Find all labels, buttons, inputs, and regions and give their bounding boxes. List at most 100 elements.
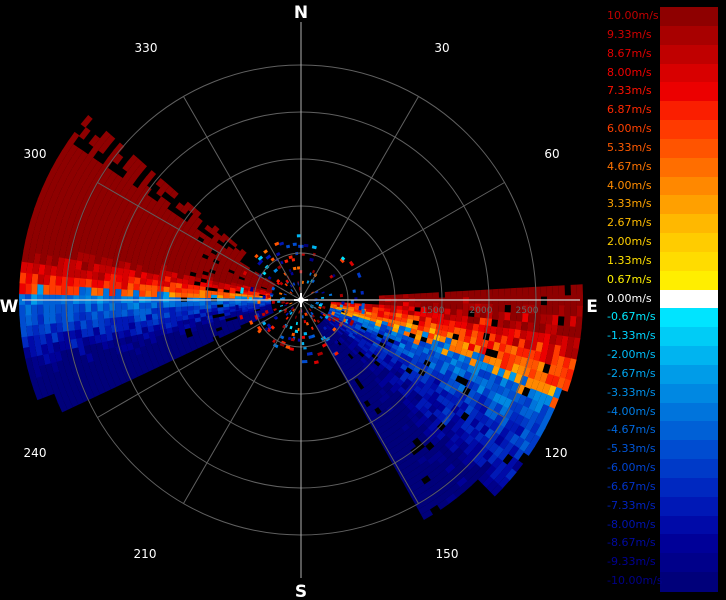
legend-label: 0.00m/s: [607, 291, 652, 305]
velocity-legend: 10.00m/s 9.33m/s 8.67m/s 8.00m/s 7.33m/s 6.87…: [606, 7, 718, 592]
legend-label: -6.00m/s: [607, 461, 656, 475]
legend-label: 4.67m/s: [607, 159, 652, 173]
bearing-spoke: [300, 299, 419, 504]
legend-label: 4.00m/s: [607, 178, 652, 192]
legend-item: 7.33m/s: [606, 82, 718, 102]
legend-swatch: [660, 383, 718, 404]
legend-swatch: [660, 553, 718, 573]
bearing-210: 210: [134, 547, 157, 561]
legend-label: 1.33m/s: [607, 253, 652, 267]
legend-swatch: [660, 364, 718, 385]
legend-label: -2.00m/s: [607, 348, 656, 362]
south-label: S: [295, 582, 307, 600]
legend-swatch: [660, 308, 718, 328]
legend-label: 3.33m/s: [607, 197, 652, 211]
legend-label: -7.33m/s: [607, 498, 656, 512]
bearing-30: 30: [434, 41, 449, 55]
legend-item: -8.67m/s: [606, 534, 718, 554]
legend-label: 0.67m/s: [607, 272, 652, 286]
legend-swatch: [660, 82, 718, 102]
legend-item: -4.00m/s: [606, 402, 718, 423]
legend-swatch: [660, 214, 718, 234]
legend-swatch: [660, 44, 718, 65]
legend-swatch: [660, 440, 718, 460]
legend-item: 2.67m/s: [606, 214, 718, 234]
bearing-spoke: [183, 96, 302, 301]
bearing-spoke: [300, 182, 505, 301]
legend-swatch: [660, 63, 718, 83]
legend-item: -1.33m/s: [606, 327, 718, 347]
bearing-330: 330: [135, 41, 158, 55]
legend-item: -0.67m/s: [606, 308, 718, 328]
bearing-240: 240: [24, 446, 47, 460]
legend-label: -2.67m/s: [607, 366, 656, 380]
velocity-echo: [19, 115, 583, 520]
legend-label: -8.00m/s: [607, 517, 656, 531]
legend-swatch: [660, 101, 718, 121]
legend-label: -0.67m/s: [607, 310, 656, 324]
legend-label: -3.33m/s: [607, 385, 656, 399]
east-label: E: [586, 297, 598, 317]
legend-swatch: [660, 327, 718, 347]
legend-label: 5.33m/s: [607, 140, 652, 154]
bearing-300: 300: [24, 147, 47, 161]
legend-item: 0.00m/s: [606, 289, 718, 310]
legend-label: 7.33m/s: [607, 84, 652, 98]
bearing-150: 150: [436, 547, 459, 561]
legend-item: 6.87m/s: [606, 101, 718, 121]
legend-item: 5.33m/s: [606, 138, 718, 159]
legend-swatch: [660, 176, 718, 196]
bearing-spoke: [97, 299, 302, 418]
bearing-spoke: [300, 96, 419, 301]
legend-label: 6.87m/s: [607, 103, 652, 117]
legend-label: -4.00m/s: [607, 404, 656, 418]
legend-swatch: [660, 515, 718, 536]
legend-item: 8.00m/s: [606, 63, 718, 83]
legend-swatch: [660, 25, 718, 46]
legend-label: -1.33m/s: [607, 329, 656, 343]
legend-label: 10.00m/s: [607, 9, 659, 22]
legend-label: 6.00m/s: [607, 122, 652, 136]
legend-item: -6.00m/s: [606, 459, 718, 479]
legend-swatch: [660, 138, 718, 159]
bearing-spoke: [183, 299, 302, 504]
legend-item: 8.67m/s: [606, 44, 718, 65]
legend-item: 4.00m/s: [606, 176, 718, 196]
legend-swatch: [660, 289, 718, 310]
west-label: W: [0, 297, 19, 317]
legend-label: -5.33m/s: [607, 442, 656, 456]
legend-label: -8.67m/s: [607, 536, 656, 550]
legend-label: -10.00m/s: [607, 574, 663, 588]
bearing-spoke: [97, 182, 302, 301]
legend-item: -9.33m/s: [606, 553, 718, 573]
legend-item: -6.67m/s: [606, 477, 718, 498]
legend-swatch: [660, 195, 718, 215]
legend-swatch: [660, 496, 718, 517]
north-label: N: [294, 3, 308, 23]
bearing-120: 120: [545, 446, 568, 460]
legend-swatch: [660, 270, 718, 291]
legend-item: 9.33m/s: [606, 25, 718, 46]
legend-swatch: [660, 233, 718, 253]
legend-item: -3.33m/s: [606, 383, 718, 404]
range-label-2500: 2500: [516, 306, 539, 316]
radar-center-marker: [294, 293, 308, 307]
legend-item: -10.00m/s: [606, 572, 718, 592]
legend-swatch: [660, 251, 718, 272]
legend-item: -2.00m/s: [606, 346, 718, 366]
legend-item: -5.33m/s: [606, 440, 718, 460]
legend-swatch: [660, 534, 718, 554]
legend-swatch: [660, 7, 718, 27]
legend-swatch: [660, 477, 718, 498]
legend-item: 0.67m/s: [606, 270, 718, 291]
legend-item: -8.00m/s: [606, 515, 718, 536]
legend-swatch: [660, 346, 718, 366]
legend-label: 8.00m/s: [607, 65, 652, 79]
legend-swatch: [660, 421, 718, 441]
legend-label: -4.67m/s: [607, 423, 656, 437]
legend-item: 2.00m/s: [606, 233, 718, 253]
legend-swatch: [660, 120, 718, 140]
legend-item: 10.00m/s: [606, 7, 718, 27]
legend-item: 3.33m/s: [606, 195, 718, 215]
legend-swatch: [660, 459, 718, 479]
